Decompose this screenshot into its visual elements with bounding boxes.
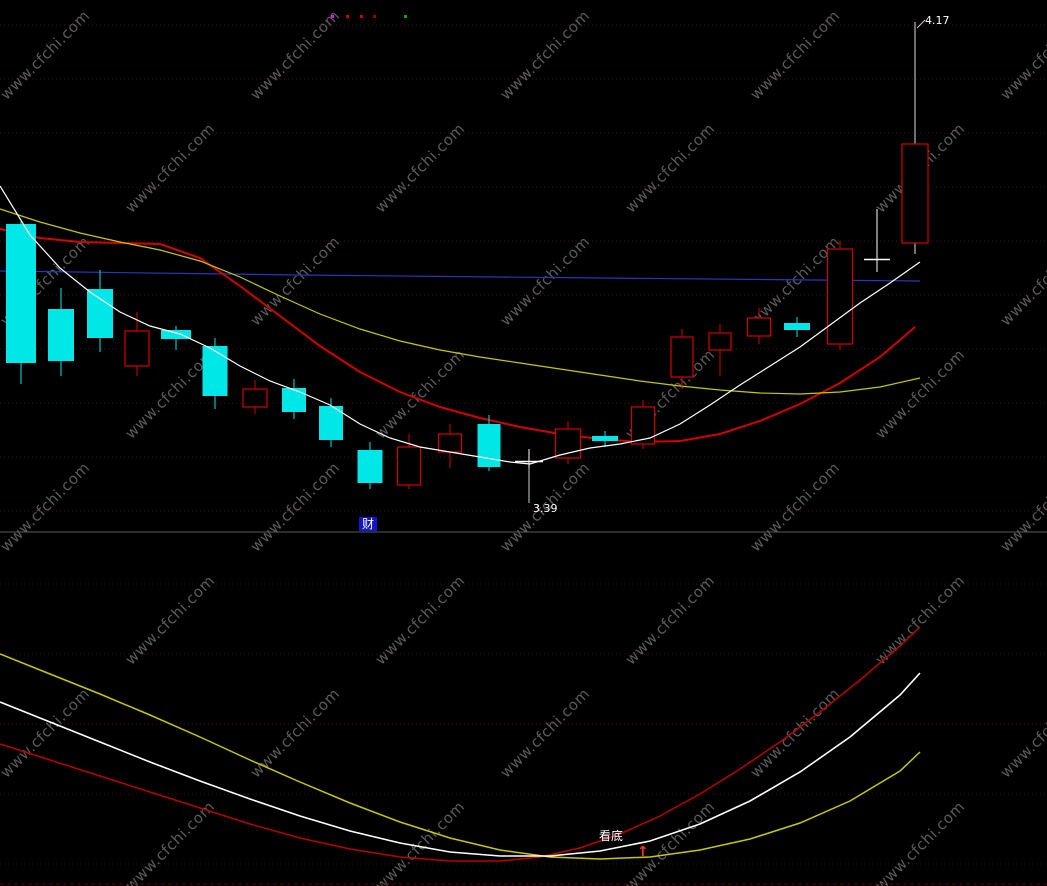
ma-line-white	[0, 185, 921, 465]
candle-body-down	[319, 406, 343, 440]
indicator-yellow-line	[0, 653, 921, 860]
candle	[202, 338, 228, 409]
indicator-value-dot	[331, 15, 334, 18]
candle-body-down	[282, 388, 306, 412]
candle-body-up	[826, 248, 854, 345]
candle	[864, 209, 890, 272]
candle-body-down	[87, 289, 113, 338]
candle-body-up	[396, 446, 422, 486]
candle-body-up	[124, 330, 150, 367]
candle	[6, 221, 36, 384]
low-price-label: 3.39	[533, 502, 558, 515]
high-price-label: 4.17	[925, 14, 950, 27]
indicator-value-dot	[346, 15, 349, 18]
candle	[124, 312, 150, 376]
candle	[708, 324, 732, 376]
candle	[437, 424, 463, 468]
candle-body-down	[592, 436, 618, 441]
kandi-annotation: 看底	[599, 829, 624, 843]
candle	[901, 22, 929, 254]
candle	[746, 308, 772, 344]
candle	[630, 400, 656, 449]
candle	[477, 415, 501, 471]
candle	[670, 329, 694, 389]
candle-body-down	[161, 330, 191, 339]
indicator-panel[interactable]	[0, 626, 921, 862]
candle	[784, 317, 810, 337]
candle-body-up	[630, 406, 656, 445]
candle-body-up	[242, 388, 268, 408]
candle	[87, 270, 113, 352]
candle-body-down	[477, 424, 501, 467]
candle	[592, 431, 618, 447]
indicator-white-line	[0, 672, 921, 857]
indicator-value-dot	[360, 15, 363, 18]
ma-line-red	[0, 228, 916, 444]
candle	[282, 379, 306, 419]
candle-body-down	[202, 346, 228, 396]
candle-body-up	[708, 332, 732, 351]
candle-body-up	[901, 143, 929, 244]
candle-body-up	[437, 433, 463, 453]
candle-body-up	[670, 336, 694, 378]
candlestick-panel[interactable]	[0, 15, 929, 503]
candle	[357, 442, 383, 489]
indicator-value-dot	[373, 15, 376, 18]
cai-signal-badge: 财	[359, 517, 378, 531]
candle	[396, 434, 422, 489]
candle-body-down	[48, 309, 74, 361]
price-pointer	[916, 19, 926, 29]
candle-body-down	[6, 224, 36, 363]
up-arrow-icon: ↑	[637, 844, 649, 860]
candle	[554, 421, 582, 464]
ma-line-blue	[0, 270, 921, 282]
candle-body-down	[784, 323, 810, 330]
candle-body-up	[746, 317, 772, 337]
candle	[48, 288, 74, 376]
indicator-red-line	[0, 626, 921, 862]
candle	[161, 326, 191, 350]
indicator-value-dot	[404, 15, 407, 18]
grid-lines	[0, 24, 1047, 865]
candle-body-down	[357, 450, 383, 483]
candle	[242, 380, 268, 414]
ma-line-yellow	[0, 208, 921, 395]
candle	[826, 241, 854, 350]
